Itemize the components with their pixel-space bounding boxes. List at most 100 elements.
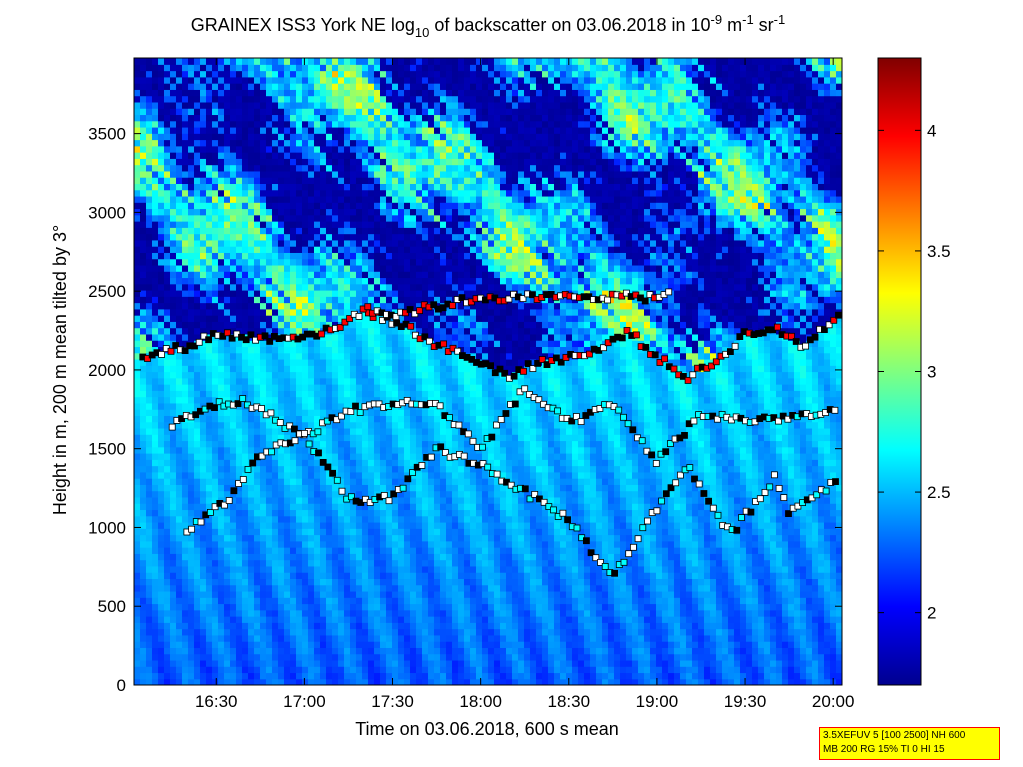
heatmap-cell xyxy=(308,402,315,410)
heatmap-cell xyxy=(374,678,381,685)
heatmap-cell xyxy=(170,214,177,222)
heatmap-cell xyxy=(248,534,255,542)
heatmap-cell xyxy=(236,183,243,191)
heatmap-cell xyxy=(314,277,321,285)
heatmap-cell xyxy=(338,465,345,473)
heatmap-cell xyxy=(374,666,381,674)
heatmap-cell xyxy=(416,108,423,116)
heatmap-cell xyxy=(146,515,153,523)
heatmap-cell xyxy=(230,352,237,360)
heatmap-cell xyxy=(158,70,165,78)
heatmap-cell xyxy=(182,108,189,116)
heatmap-cell xyxy=(416,609,423,617)
heatmap-cell xyxy=(218,83,225,90)
heatmap-cell xyxy=(176,283,183,291)
heatmap-cell xyxy=(152,152,159,159)
heatmap-cell xyxy=(338,352,345,360)
heatmap-cell xyxy=(176,503,183,511)
heatmap-cell xyxy=(374,484,381,492)
heatmap-cell xyxy=(194,478,201,485)
heatmap-cell xyxy=(200,183,207,191)
heatmap-cell xyxy=(410,177,417,184)
heatmap-cell xyxy=(392,177,399,184)
heatmap-cell xyxy=(338,233,345,241)
heatmap-cell xyxy=(158,64,165,72)
heatmap-cell xyxy=(140,114,147,122)
heatmap-cell xyxy=(266,221,273,228)
heatmap-cell xyxy=(362,666,369,674)
heatmap-cell xyxy=(170,126,177,134)
heatmap-cell xyxy=(134,402,141,410)
heatmap-cell xyxy=(236,628,243,636)
heatmap-cell xyxy=(410,427,417,435)
heatmap-cell xyxy=(170,390,177,398)
heatmap-cell xyxy=(170,647,177,655)
heatmap-cell xyxy=(374,415,381,423)
heatmap-cell xyxy=(386,327,393,335)
heatmap-cell xyxy=(152,572,159,580)
heatmap-cell xyxy=(374,258,381,266)
heatmap-cell xyxy=(272,296,279,304)
heatmap-cell xyxy=(320,453,327,460)
heatmap-cell xyxy=(308,340,315,348)
heatmap-cell xyxy=(404,446,411,454)
heatmap-cell xyxy=(308,302,315,310)
heatmap-cell xyxy=(152,484,159,492)
heatmap-cell xyxy=(368,346,375,354)
heatmap-cell xyxy=(404,521,411,529)
heatmap-cell xyxy=(368,471,375,479)
heatmap-cell xyxy=(278,158,285,166)
heatmap-cell xyxy=(236,346,243,354)
heatmap-cell xyxy=(224,390,231,398)
heatmap-cell xyxy=(170,565,177,573)
heatmap-cell xyxy=(176,553,183,561)
heatmap-cell xyxy=(134,189,141,197)
heatmap-cell xyxy=(182,296,189,304)
heatmap-cell xyxy=(404,327,411,335)
heatmap-cell xyxy=(404,440,411,448)
heatmap-cell xyxy=(230,346,237,354)
heatmap-cell xyxy=(146,296,153,304)
heatmap-cell xyxy=(368,64,375,72)
heatmap-cell xyxy=(380,515,387,523)
heatmap-cell xyxy=(350,446,357,454)
heatmap-cell xyxy=(374,252,381,260)
heatmap-cell xyxy=(296,321,303,329)
heatmap-cell xyxy=(386,584,393,592)
heatmap-cell xyxy=(260,421,267,429)
heatmap-cell xyxy=(410,490,417,498)
heatmap-cell xyxy=(290,628,297,636)
heatmap-cell xyxy=(326,164,333,172)
heatmap-cell xyxy=(344,239,351,247)
heatmap-cell xyxy=(344,89,351,97)
heatmap-cell xyxy=(230,208,237,216)
heatmap-cell xyxy=(152,271,159,279)
heatmap-cell xyxy=(146,289,153,297)
heatmap-cell xyxy=(320,365,327,373)
heatmap-cell xyxy=(242,547,249,554)
heatmap-cell xyxy=(308,659,315,667)
heatmap-cell xyxy=(146,271,153,279)
heatmap-cell xyxy=(362,327,369,335)
heatmap-cell xyxy=(422,296,429,304)
heatmap-cell xyxy=(404,371,411,379)
heatmap-cell xyxy=(260,365,267,373)
heatmap-cell xyxy=(332,678,339,685)
heatmap-cell xyxy=(176,440,183,448)
heatmap-cell xyxy=(248,377,255,385)
heatmap-cell xyxy=(320,528,327,536)
heatmap-cell xyxy=(326,440,333,448)
heatmap-cell xyxy=(410,565,417,573)
heatmap-cell xyxy=(314,302,321,310)
heatmap-cell xyxy=(356,258,363,266)
heatmap-cell xyxy=(170,221,177,228)
heatmap-cell xyxy=(362,152,369,159)
heatmap-cell xyxy=(392,333,399,341)
heatmap-cell xyxy=(344,484,351,492)
heatmap-cell xyxy=(410,145,417,153)
heatmap-cell xyxy=(422,289,429,297)
heatmap-cell xyxy=(194,114,201,122)
heatmap-cell xyxy=(134,214,141,222)
heatmap-cell xyxy=(362,521,369,529)
heatmap-cell xyxy=(428,421,435,429)
